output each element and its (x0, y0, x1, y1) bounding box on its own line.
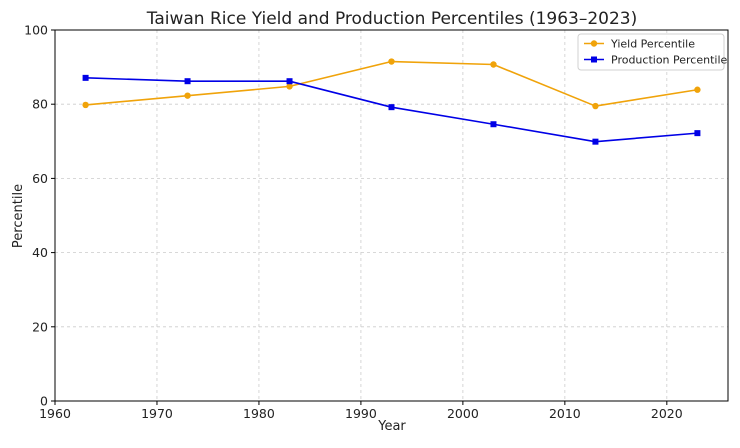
x-axis-title: Year (377, 419, 406, 434)
y-tick: 0 (40, 394, 55, 409)
data-point-yield (592, 102, 599, 110)
legend-label-yield: Yield Percentile (610, 38, 695, 51)
x-tick-label: 2020 (651, 406, 683, 421)
data-point-yield (184, 92, 191, 99)
data-point-production (694, 130, 701, 137)
grid-lines (54, 29, 728, 402)
x-tick: 1980 (243, 401, 275, 421)
plot-area-frame (54, 29, 729, 402)
data-point-production (388, 104, 395, 111)
y-tick-label: 60 (32, 171, 48, 186)
legend-marker-yield (590, 40, 598, 47)
legend-box (577, 33, 725, 71)
x-tick: 1960 (39, 401, 71, 421)
y-tick-label: 0 (40, 394, 48, 409)
chart-title: Taiwan Rice Yield and Production Percent… (146, 9, 638, 29)
y-tick: 40 (32, 245, 55, 260)
legend-marker-production (591, 56, 597, 63)
y-tick-label: 100 (24, 23, 48, 38)
y-axis-ticks: 0 20 40 60 80 100 (24, 23, 55, 409)
x-tick: 1970 (141, 401, 173, 421)
data-point-yield (388, 58, 395, 65)
data-point-production (286, 78, 293, 85)
data-point-yield (694, 86, 701, 93)
data-point-yield (286, 83, 293, 90)
y-tick-label: 20 (32, 319, 48, 334)
data-point-yield (490, 61, 497, 68)
legend-label-production: Production Percentile (611, 54, 728, 67)
series-layer (82, 58, 701, 145)
data-point-production (490, 121, 497, 128)
x-axis-ticks: 1960 1970 1980 1990 2000 2010 2020 (39, 401, 683, 421)
y-tick: 60 (32, 171, 55, 186)
x-tick-label: 2000 (447, 406, 479, 421)
y-tick: 100 (24, 23, 55, 38)
y-axis-title: Percentile (11, 184, 26, 248)
y-tick-label: 80 (32, 97, 48, 112)
x-tick: 2000 (447, 401, 479, 421)
series-yield (82, 58, 701, 110)
x-tick: 2020 (651, 401, 683, 421)
x-tick-label: 1990 (345, 406, 377, 421)
data-point-production (184, 78, 191, 85)
x-tick-label: 1960 (39, 406, 71, 421)
data-point-production (82, 74, 89, 81)
data-point-yield (82, 101, 89, 109)
data-point-production (592, 138, 599, 145)
x-tick-label: 1980 (243, 406, 275, 421)
y-tick-label: 40 (32, 245, 48, 260)
y-tick: 80 (32, 97, 55, 112)
legend: Yield Percentile Production Percentile (577, 33, 728, 71)
x-tick: 1990 (345, 401, 377, 421)
y-tick: 20 (32, 319, 55, 334)
series-production (82, 74, 701, 145)
x-tick-label: 2010 (549, 406, 581, 421)
x-tick-label: 1970 (141, 406, 173, 421)
x-tick: 2010 (549, 401, 581, 421)
